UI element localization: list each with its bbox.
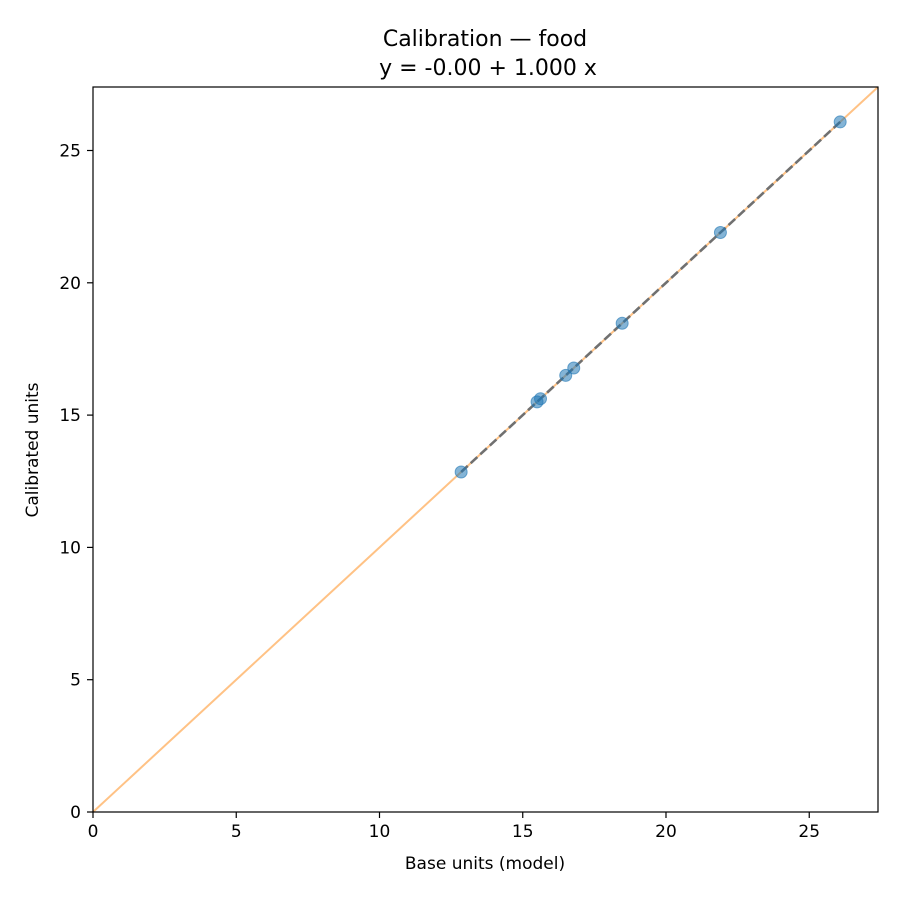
x-axis-label: Base units (model) — [405, 854, 565, 874]
x-tick-label: 25 — [798, 822, 820, 842]
y-axis-label: Calibrated units — [23, 382, 43, 517]
data-point — [713, 226, 727, 240]
plot-frame — [92, 86, 879, 813]
y-tick-label: 15 — [59, 406, 81, 426]
x-tick-label: 5 — [231, 822, 242, 842]
y-tick-label: 20 — [59, 274, 81, 294]
y-tick-label: 0 — [70, 803, 81, 823]
data-point — [559, 368, 573, 382]
data-point — [615, 316, 629, 330]
x-tick-label: 0 — [88, 822, 99, 842]
axis-layer: 0 5 10 15 20 25 0 5 10 15 20 25 — [59, 142, 820, 842]
plot-layer — [92, 86, 879, 813]
data-point — [833, 115, 847, 129]
y-tick-label: 10 — [59, 538, 81, 558]
data-point — [567, 361, 581, 375]
x-tick-label: 20 — [655, 822, 677, 842]
x-tick-label: 15 — [512, 822, 534, 842]
chart-subtitle: y = -0.00 + 1.000 x — [379, 56, 597, 81]
y-tick-label: 25 — [59, 142, 81, 162]
y-tick-label: 5 — [70, 671, 81, 691]
data-point — [534, 392, 548, 406]
fit-line — [460, 120, 842, 473]
x-tick-label: 10 — [369, 822, 391, 842]
chart-title: Calibration — food — [383, 27, 587, 52]
data-point — [454, 465, 468, 479]
